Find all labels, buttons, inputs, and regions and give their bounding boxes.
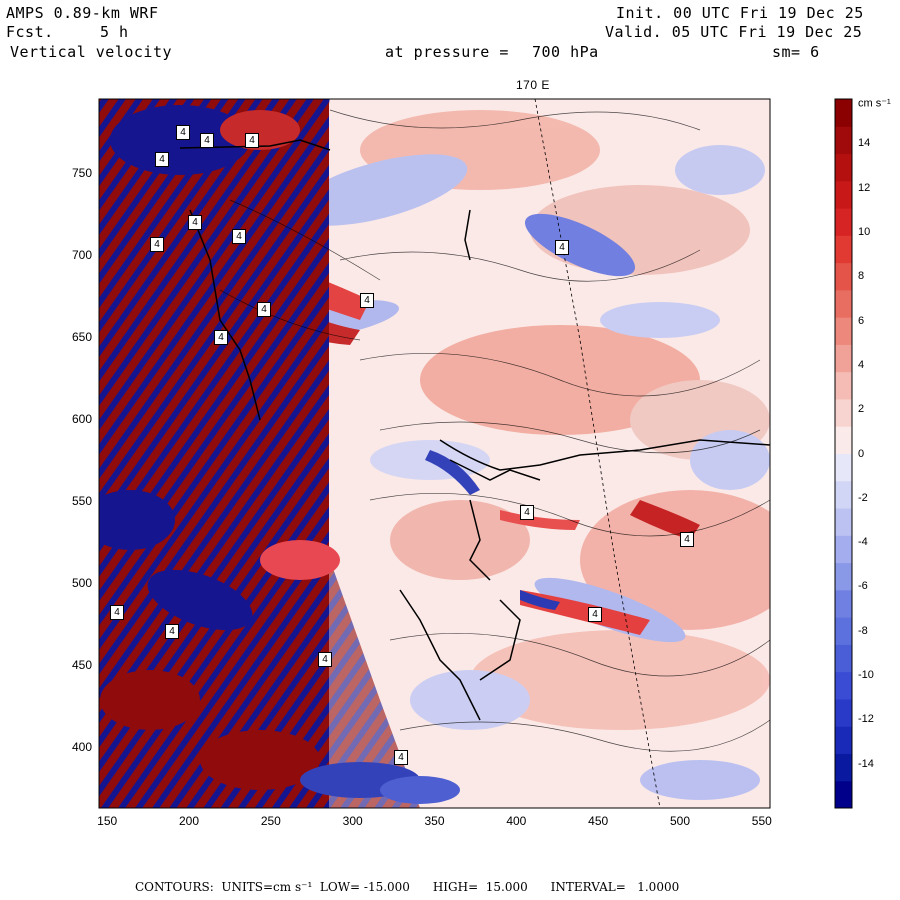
forecast-label: Fcst. — [6, 23, 54, 41]
contour-label: 4 — [520, 505, 534, 520]
contour-label: 4 — [176, 125, 190, 140]
x-tick-label: 500 — [669, 814, 690, 828]
field-name: Vertical velocity — [10, 43, 173, 61]
x-tick-label: 400 — [506, 814, 527, 828]
contour-label: 4 — [165, 624, 179, 639]
x-tick-label: 250 — [260, 814, 281, 828]
contour-info: CONTOURS: UNITS=cm s⁻¹ LOW= -15.000 HIGH… — [135, 880, 680, 894]
contour-label: 4 — [588, 607, 602, 622]
colorbar-label: -14 — [858, 757, 874, 770]
y-tick-label: 450 — [71, 658, 92, 673]
velocity-field — [99, 99, 770, 808]
colorbar-label: 6 — [858, 314, 865, 327]
contour-label: 4 — [245, 133, 259, 148]
contour-label: 4 — [318, 652, 332, 667]
level-label: at pressure = — [385, 43, 509, 61]
y-tick-label: 500 — [71, 576, 92, 591]
level-value: 700 hPa — [532, 43, 599, 61]
x-tick-label: 350 — [424, 814, 445, 828]
y-tick-label: 650 — [71, 329, 92, 344]
contour-label: 4 — [394, 750, 408, 765]
colorbar-label: -12 — [858, 713, 874, 726]
colorbar-label: 12 — [858, 181, 871, 194]
x-tick-label: 450 — [588, 814, 609, 828]
contour-label: 4 — [188, 215, 202, 230]
valid-time: Valid. 05 UTC Fri 19 Dec 25 — [605, 23, 863, 41]
model-title: AMPS 0.89-km WRF — [6, 4, 159, 22]
init-time: Init. 00 UTC Fri 19 Dec 25 — [616, 4, 864, 22]
x-tick-label: 150 — [97, 814, 118, 828]
contour-label: 4 — [214, 330, 228, 345]
x-tick-label: 300 — [342, 814, 363, 828]
coastline — [179, 139, 770, 721]
contour-label: 4 — [155, 152, 169, 167]
y-tick-label: 400 — [71, 740, 92, 755]
colorbar-label: 8 — [858, 270, 865, 283]
colorbar-label: -8 — [858, 624, 868, 637]
contour-label: 4 — [257, 302, 271, 317]
smoothing-value: sm= 6 — [772, 43, 820, 61]
colorbar-label: 0 — [858, 447, 865, 460]
colorbar-label: -6 — [858, 580, 868, 593]
colorbar-label: 14 — [858, 137, 871, 150]
contour-label: 4 — [555, 240, 569, 255]
contour-label: 4 — [680, 532, 694, 547]
colorbar-label: 4 — [858, 358, 865, 371]
forecast-value: 5 h — [100, 23, 129, 41]
colorbar-units: cm s⁻¹ — [858, 97, 891, 110]
y-tick-label: 700 — [71, 247, 92, 262]
x-tick-label: 200 — [178, 814, 200, 828]
contour-label: 4 — [150, 237, 164, 252]
meridian-label: 170 E — [516, 78, 550, 92]
y-tick-label: 550 — [71, 494, 92, 509]
contour-label: 4 — [360, 293, 374, 308]
contour-label: 4 — [200, 133, 214, 148]
colorbar-label: 10 — [858, 225, 871, 238]
colorbar-label: 2 — [858, 403, 865, 416]
meridian-line — [534, 99, 661, 808]
colorbar-label: -2 — [858, 491, 868, 504]
contour-label: 4 — [110, 605, 124, 620]
colorbar-label: -4 — [858, 536, 868, 549]
y-tick-label: 750 — [71, 165, 92, 180]
contour-lines — [219, 109, 770, 752]
contour-label: 4 — [232, 229, 246, 244]
x-tick-label: 550 — [751, 814, 772, 828]
y-tick-label: 600 — [71, 412, 92, 427]
colorbar-label: -10 — [858, 669, 874, 682]
